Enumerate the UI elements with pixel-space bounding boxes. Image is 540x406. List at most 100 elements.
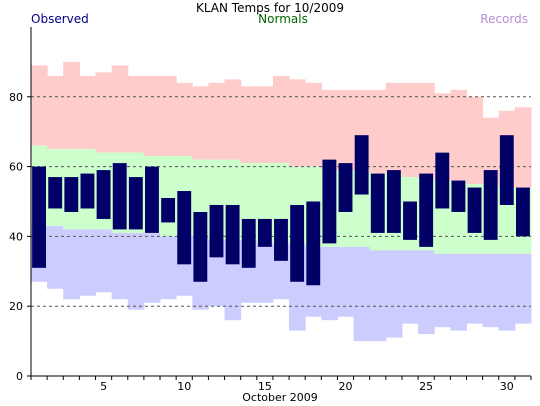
observed-bar-day-29 — [483, 170, 498, 240]
observed-bar-day-22 — [370, 173, 385, 233]
x-tick-label-15: 15 — [258, 380, 272, 393]
y-tick-label-40: 40 — [9, 230, 23, 243]
x-tick-label-5: 5 — [100, 380, 107, 393]
observed-bar-day-3 — [64, 177, 79, 212]
record-high-band-day-8 — [143, 75, 161, 157]
record-high-band-day-7 — [127, 75, 145, 153]
record-high-band-day-2 — [47, 75, 64, 150]
record-high-band-day-17 — [289, 79, 306, 167]
record-high-band-day-13 — [224, 79, 242, 160]
y-tick-label-0: 0 — [16, 370, 23, 383]
legend-observed: Observed — [31, 12, 89, 26]
observed-bar-day-9 — [161, 198, 176, 223]
record-low-band-day-19 — [321, 246, 338, 321]
x-tick-label-30: 30 — [500, 380, 514, 393]
y-tick-label-60: 60 — [9, 161, 23, 174]
y-tick-label-80: 80 — [9, 91, 23, 104]
record-low-band-day-24 — [401, 250, 419, 324]
observed-bar-day-6 — [112, 163, 127, 230]
observed-bar-day-27 — [451, 180, 466, 212]
record-low-band-day-29 — [482, 253, 500, 328]
observed-bar-day-4 — [80, 173, 95, 209]
record-high-band-day-6 — [111, 65, 129, 153]
record-high-band-day-23 — [385, 82, 403, 174]
record-low-band-day-3 — [63, 229, 80, 300]
x-tick-label-10: 10 — [177, 380, 191, 393]
record-high-band-day-22 — [369, 89, 387, 174]
observed-bar-day-5 — [96, 170, 111, 219]
observed-bar-day-11 — [193, 211, 208, 282]
record-high-band-day-31 — [514, 107, 532, 188]
record-low-band-day-22 — [369, 250, 387, 342]
observed-bar-day-10 — [177, 191, 192, 265]
observed-bar-day-19 — [322, 159, 337, 244]
record-low-band-day-20 — [337, 246, 355, 317]
record-low-band-day-2 — [47, 225, 64, 289]
record-low-band-day-7 — [127, 232, 145, 310]
record-low-band-day-5 — [95, 229, 113, 293]
record-high-band-day-9 — [160, 75, 177, 157]
x-tick-label-20: 20 — [339, 380, 353, 393]
observed-bar-day-26 — [435, 152, 450, 209]
record-high-band-day-15 — [256, 86, 274, 164]
observed-bar-day-12 — [209, 204, 224, 258]
observed-bar-day-15 — [257, 218, 272, 247]
observed-bar-day-7 — [128, 177, 143, 230]
observed-bar-day-28 — [467, 187, 482, 233]
record-low-band-day-27 — [450, 253, 467, 331]
record-low-band-day-8 — [143, 232, 161, 303]
observed-bars — [32, 135, 530, 286]
record-low-band-day-23 — [385, 250, 403, 338]
legend-normals: Normals — [258, 12, 308, 26]
record-low-band-day-25 — [418, 250, 435, 335]
observed-bar-day-25 — [419, 173, 434, 247]
observed-bar-day-31 — [516, 187, 530, 237]
record-high-band-day-16 — [272, 75, 290, 164]
record-high-band-day-29 — [482, 117, 500, 185]
record-high-band-day-12 — [208, 82, 226, 160]
observed-bar-day-17 — [290, 204, 305, 282]
record-high-band-day-28 — [466, 96, 484, 185]
tick-marks: 5 10 15 20 25 30 0 20 40 60 80 — [9, 91, 532, 393]
observed-bar-day-23 — [386, 170, 401, 233]
record-high-band-day-11 — [192, 86, 209, 160]
chart-title: KLAN Temps for 10/2009 — [196, 1, 344, 15]
observed-bar-day-8 — [145, 166, 159, 233]
record-low-band-day-28 — [466, 253, 484, 324]
record-low-band-day-9 — [160, 236, 177, 300]
record-high-band-day-14 — [240, 86, 258, 164]
legend-records: Records — [480, 12, 528, 26]
normal-band-day-9 — [160, 156, 177, 237]
record-high-band-day-3 — [63, 61, 80, 150]
y-tick-label-20: 20 — [9, 300, 23, 313]
record-low-band-day-6 — [111, 232, 129, 300]
observed-bar-day-21 — [354, 135, 369, 195]
record-high-band-day-1 — [31, 65, 48, 146]
observed-bar-day-30 — [499, 135, 514, 205]
record-low-band-day-15 — [256, 243, 274, 303]
record-low-band-day-21 — [353, 246, 371, 342]
record-high-band-day-10 — [176, 82, 193, 157]
x-axis-label: October 2009 — [242, 391, 318, 404]
observed-bar-day-24 — [403, 201, 417, 240]
observed-bar-day-13 — [225, 204, 240, 265]
record-high-band-day-20 — [337, 89, 355, 171]
record-high-band-day-4 — [79, 75, 97, 150]
observed-bar-day-18 — [306, 201, 321, 286]
record-high-band-day-25 — [418, 82, 435, 178]
observed-bar-day-2 — [48, 177, 63, 209]
record-high-band-day-19 — [321, 89, 338, 171]
record-high-band-day-5 — [95, 72, 113, 153]
observed-bar-day-16 — [274, 218, 288, 261]
observed-bar-day-1 — [32, 166, 46, 268]
record-low-band-day-4 — [79, 229, 97, 296]
observed-bar-day-20 — [338, 163, 353, 212]
x-tick-label-25: 25 — [419, 380, 433, 393]
record-low-band-day-26 — [434, 253, 451, 328]
record-high-band-day-27 — [450, 89, 467, 181]
observed-bar-day-14 — [241, 218, 256, 268]
record-low-band-day-30 — [498, 253, 516, 331]
record-high-band-day-18 — [305, 82, 322, 167]
record-low-band-day-31 — [514, 253, 532, 324]
